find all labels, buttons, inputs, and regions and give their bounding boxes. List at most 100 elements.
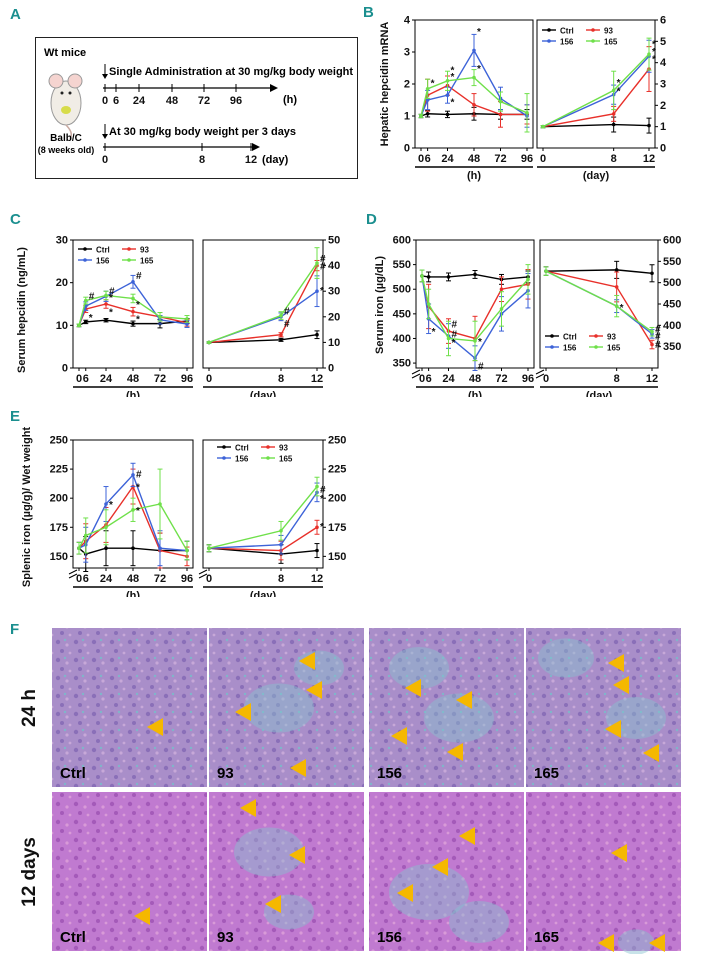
data-point-165	[425, 87, 430, 91]
arrowhead-icon	[432, 858, 448, 876]
data-point-93	[279, 332, 283, 337]
arrowhead-icon	[397, 884, 413, 902]
significance-mark: *	[432, 327, 436, 338]
data-point-156	[315, 289, 319, 293]
y-tick-label: 3	[404, 47, 410, 59]
y-tick-label: 3	[660, 79, 666, 91]
arrowhead-icon	[613, 676, 629, 694]
arrowhead-icon	[299, 652, 315, 670]
y-tick-label: 550	[393, 259, 411, 271]
legend-marker	[594, 345, 598, 349]
histology-image-12d-Ctrl: Ctrl	[52, 792, 207, 951]
x-tick-label: 24	[442, 373, 455, 385]
significance-mark: *	[136, 300, 140, 311]
x-axis-label: (day)	[586, 390, 613, 397]
x-tick-label: 24	[441, 153, 454, 165]
data-point-93	[499, 287, 504, 292]
histology-image-24h-93: 93	[209, 628, 364, 787]
data-point-156	[185, 322, 189, 326]
y-tick-label: 600	[663, 235, 681, 247]
x-tick-label: 0	[543, 373, 549, 385]
legend-label: 93	[279, 444, 288, 453]
y-tick-label: 10	[56, 320, 68, 332]
data-point-165	[77, 546, 81, 551]
significance-mark: *	[652, 47, 656, 58]
data-point-Ctrl	[131, 321, 135, 326]
significance-mark: *	[617, 78, 621, 89]
legend-marker	[266, 456, 270, 460]
x-tick-label: 12	[311, 373, 323, 385]
significance-mark: #	[136, 271, 142, 282]
data-point-165	[279, 313, 283, 318]
x-tick-label: 0	[418, 153, 424, 165]
panel-label-b: B	[363, 4, 374, 21]
y-tick-label: 350	[393, 358, 411, 370]
series-line-Ctrl	[542, 123, 650, 128]
row1-unit: (h)	[283, 94, 297, 106]
row1-tick-label: 6	[113, 95, 119, 107]
tissue-image	[369, 628, 524, 787]
significance-mark: #	[320, 262, 326, 273]
x-tick-label: 6	[426, 373, 432, 385]
axis-break	[411, 369, 421, 379]
series-line-165	[420, 76, 528, 117]
x-tick-label: 72	[154, 373, 166, 385]
x-tick-label: 48	[469, 373, 481, 385]
legend-marker	[591, 39, 595, 43]
mouse-label: Balb/C	[50, 133, 82, 144]
panel-label-e: E	[10, 408, 21, 425]
data-point-93	[650, 342, 654, 347]
axis-break	[198, 569, 208, 579]
y-tick-label: 500	[663, 277, 681, 289]
y-tick-label: 1	[404, 111, 410, 123]
histology-column-label: 156	[377, 929, 402, 946]
arrowhead-icon	[134, 907, 150, 925]
legend-label: 93	[604, 27, 613, 36]
data-point-156	[445, 93, 450, 97]
data-point-165	[544, 269, 548, 273]
data-point-165	[541, 124, 545, 129]
iron-stain	[294, 650, 344, 686]
significance-mark: *	[477, 27, 481, 38]
y-tick-label: 0	[660, 143, 666, 155]
significance-mark: *	[109, 307, 113, 318]
significance-mark: *	[431, 78, 435, 89]
legend-marker	[591, 28, 595, 32]
y-tick-label: 400	[393, 333, 411, 345]
legend-marker	[127, 258, 131, 262]
schematic-row2: At 30 mg/kg body weight per 3 days 0 8 12 …	[102, 124, 296, 166]
legend-label: 165	[604, 38, 618, 47]
y-tick-label: 5	[660, 36, 666, 48]
data-point-165	[83, 298, 88, 303]
x-tick-label: 8	[611, 153, 617, 165]
iron-stain	[389, 864, 469, 920]
plot-frame	[202, 439, 324, 569]
iron-stain	[618, 929, 654, 954]
data-point-165	[158, 315, 162, 319]
legend-label: 156	[96, 257, 110, 266]
data-point-165	[647, 52, 651, 56]
y-tick-label: 175	[328, 522, 346, 534]
y-axis-label: Serum iron (µg/dL)	[374, 256, 386, 354]
data-point-165	[614, 304, 619, 308]
series-line-165	[78, 294, 188, 326]
arrowhead-icon	[447, 743, 463, 761]
panel-label-d: D	[366, 211, 377, 228]
y-tick-label: 2	[660, 100, 666, 112]
iron-stain	[449, 901, 509, 943]
legend-label: Ctrl	[235, 444, 249, 453]
x-tick-label: 0	[76, 573, 82, 585]
row2-tick-label: 12	[245, 154, 257, 166]
x-tick-label: 12	[643, 153, 655, 165]
x-tick-label: 72	[494, 153, 506, 165]
legend-label: 165	[140, 257, 154, 266]
schematic-box: Wt mice Balb/C (8 weeks old) Single Admi…	[35, 37, 358, 179]
x-tick-label: 96	[521, 153, 533, 165]
data-point-Ctrl	[614, 268, 619, 272]
significance-mark: *	[136, 483, 140, 494]
legend-label: 93	[140, 246, 149, 255]
chart-e: Splenic iron (µg/g)/ Wet weight 150 175 200…	[21, 427, 346, 597]
iron-stain	[264, 894, 314, 930]
y-tick-label: 0	[328, 363, 334, 375]
